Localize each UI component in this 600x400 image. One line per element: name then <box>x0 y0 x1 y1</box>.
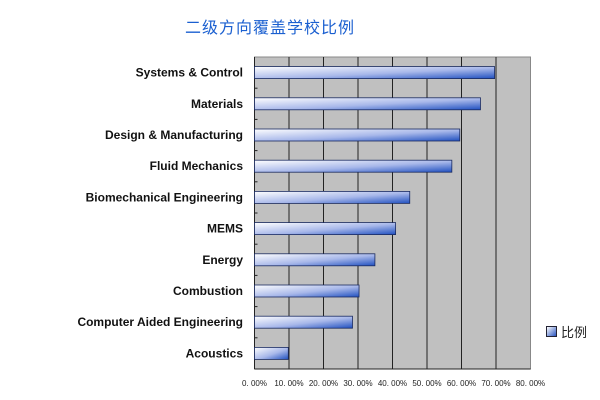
legend-label: 比例 <box>561 326 588 341</box>
x-tick-label: 30. 00% <box>343 379 372 388</box>
x-tick-label: 60. 00% <box>447 379 476 388</box>
bar <box>254 253 376 267</box>
category-label: Energy <box>202 253 243 267</box>
category-label: Fluid Mechanics <box>150 159 244 173</box>
category-label: Biomechanical Engineering <box>86 190 243 204</box>
category-label: Computer Aided Engineering <box>77 315 243 329</box>
x-tick-label: 80. 00% <box>516 379 545 388</box>
bar <box>254 284 360 298</box>
category-label: MEMS <box>207 222 243 236</box>
category-label: Combustion <box>173 284 243 298</box>
bar <box>254 346 289 360</box>
x-tick-label: 0. 00% <box>242 379 267 388</box>
bar <box>254 190 411 204</box>
category-label: Systems & Control <box>136 66 243 80</box>
category-label: Materials <box>191 97 243 111</box>
category-label: Acoustics <box>186 346 244 360</box>
x-tick-label: 70. 00% <box>481 379 510 388</box>
x-tick-label: 50. 00% <box>412 379 441 388</box>
x-tick-label: 40. 00% <box>378 379 407 388</box>
category-label: Design & Manufacturing <box>105 128 243 142</box>
bar <box>254 222 397 236</box>
x-tick-label: 10. 00% <box>274 379 303 388</box>
chart-title: 二级方向覆盖学校比例 <box>184 18 355 37</box>
bar <box>254 128 461 142</box>
bar <box>254 66 496 79</box>
legend-swatch <box>546 326 557 337</box>
legend: 比例 <box>546 322 587 341</box>
x-tick-label: 20. 00% <box>309 379 338 388</box>
bar <box>254 159 453 173</box>
bar <box>254 97 481 111</box>
bar <box>254 315 353 329</box>
